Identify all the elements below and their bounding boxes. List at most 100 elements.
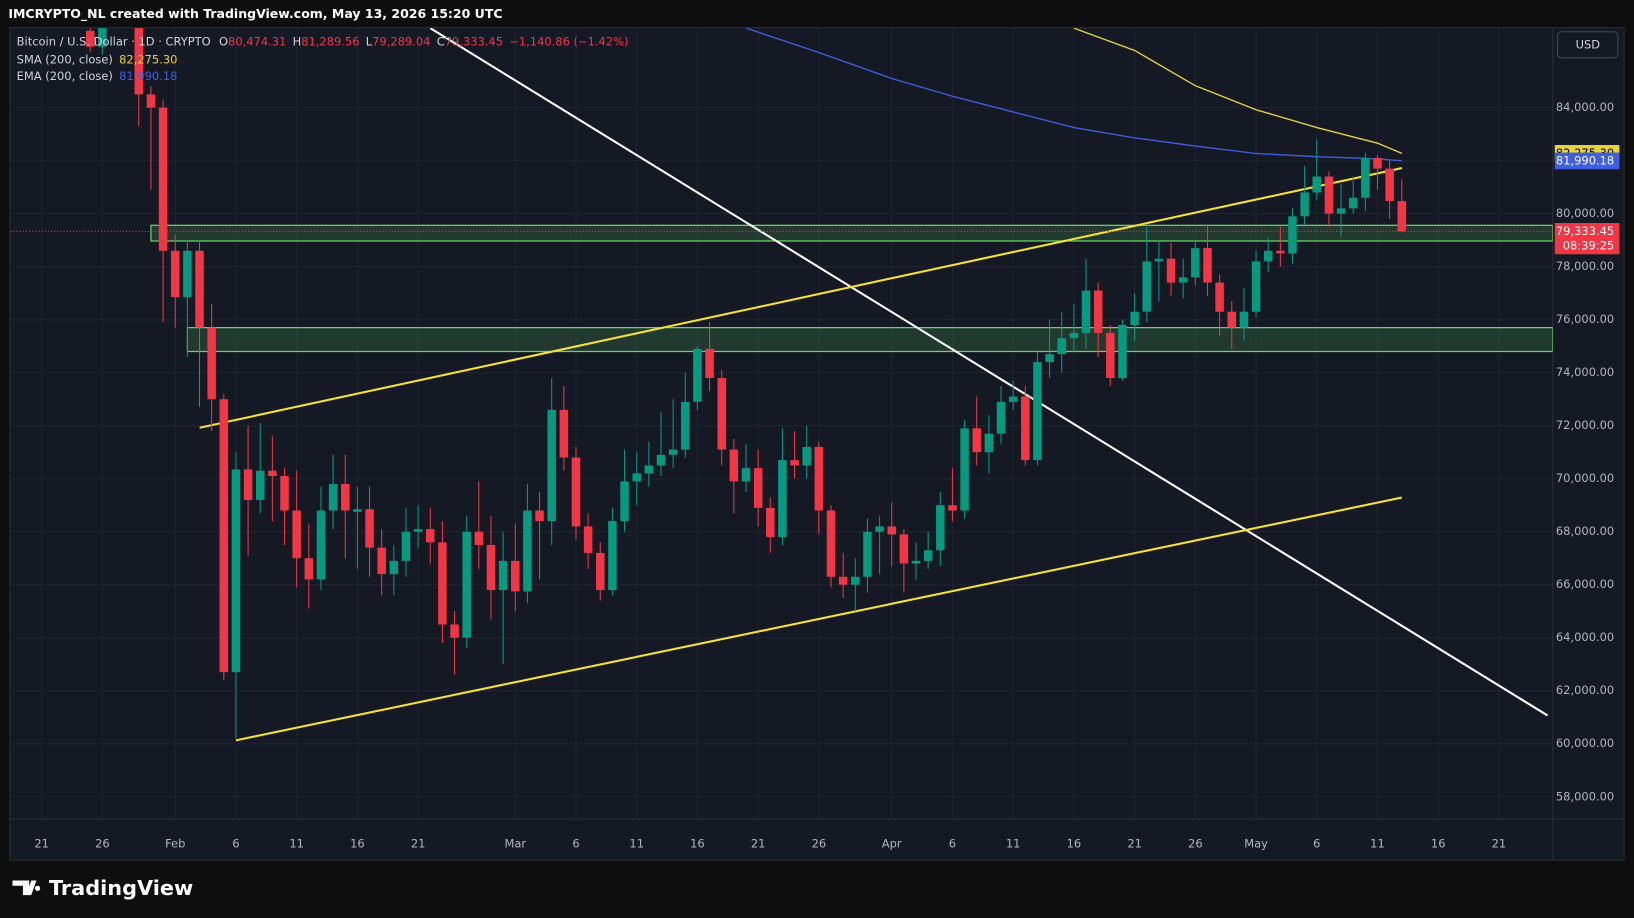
legend-value: 82,275.30	[119, 52, 177, 66]
candle-body	[183, 250, 192, 298]
x-tick-label: 26	[95, 837, 110, 851]
y-tick-label: 80,000.00	[1556, 206, 1614, 220]
candle-body	[340, 484, 350, 511]
x-tick-label: 21	[751, 837, 766, 851]
candle-body	[875, 526, 884, 532]
y-tick-label: 68,000.00	[1556, 524, 1614, 538]
logo-mark	[12, 880, 41, 896]
candle-body	[1130, 311, 1139, 325]
candle-body	[146, 94, 156, 108]
candle-body	[1348, 197, 1358, 209]
candle-body	[547, 409, 556, 522]
candle-body	[911, 560, 921, 564]
x-tick-label: 21	[1492, 837, 1507, 851]
x-tick-label: 11	[629, 837, 644, 851]
candle-body	[1106, 332, 1115, 378]
x-tick-label: 21	[411, 837, 426, 851]
ohlc-key: H	[293, 34, 302, 48]
ohlc-value: 81,289.56	[301, 34, 359, 48]
candle-body	[1033, 362, 1042, 461]
candle-body	[559, 409, 569, 458]
y-tick-label: 62,000.00	[1556, 683, 1614, 697]
candle-body	[741, 468, 751, 482]
candle-body	[1239, 311, 1249, 328]
ohlc-key: C	[437, 34, 445, 48]
candle-body	[450, 624, 459, 638]
candle-body	[511, 560, 520, 592]
candle-body	[389, 560, 399, 575]
candle-body	[790, 460, 799, 466]
candle-body	[984, 433, 994, 453]
candle-body	[462, 531, 471, 638]
candle-body	[571, 457, 581, 527]
candle-body	[644, 465, 654, 474]
candle-body	[134, 28, 144, 95]
y-tick-label: 70,000.00	[1556, 471, 1614, 485]
x-tick-label: 6	[1313, 837, 1320, 851]
candle-body	[996, 401, 1006, 434]
x-tick-label: 26	[1188, 837, 1203, 851]
legend-row: EMA (200, close) 81,990.18	[17, 69, 178, 83]
legend-name: SMA (200, close)	[17, 52, 113, 66]
candle-body	[292, 510, 301, 559]
candle-body	[328, 484, 338, 511]
y-tick-label: 74,000.00	[1556, 365, 1614, 379]
candle-body	[1045, 354, 1054, 363]
candle-body	[668, 449, 678, 455]
candle-body	[936, 505, 945, 551]
currency-button[interactable]	[1556, 31, 1619, 59]
candle-body	[219, 399, 229, 673]
y-tick-label: 64,000.00	[1556, 630, 1614, 644]
candle-body	[474, 531, 484, 545]
candle-body	[632, 473, 641, 482]
y-tick-label: 60,000.00	[1556, 736, 1614, 750]
ohlc-value: 79,333.45	[445, 34, 503, 48]
candle-body	[1142, 261, 1152, 312]
ohlc-value: 79,289.04	[372, 34, 430, 48]
indicator-line	[745, 28, 1402, 162]
symbol-title: Bitcoin / U.S. Dollar · 1D · CRYPTO	[17, 34, 211, 48]
candle-body	[401, 531, 411, 561]
x-tick-label: 16	[690, 837, 705, 851]
y-tick-label: 78,000.00	[1556, 259, 1614, 273]
candle-body	[960, 428, 969, 511]
candle-body	[195, 250, 204, 328]
candle-body	[887, 526, 896, 535]
candle-body	[1191, 248, 1200, 278]
candle-body	[1081, 290, 1091, 333]
x-tick-label: May	[1244, 837, 1268, 851]
price-tag-label: 81,990.18	[1556, 153, 1614, 167]
candle-body	[243, 469, 253, 500]
candle-body	[899, 534, 909, 564]
x-tick-label: 26	[812, 837, 827, 851]
candle-body	[158, 107, 168, 251]
trendline	[235, 496, 1403, 742]
candle-body	[231, 469, 241, 673]
x-tick-label: 16	[1067, 837, 1082, 851]
candle-body	[438, 542, 447, 625]
currency-label: USD	[1576, 37, 1601, 51]
candle-body	[353, 509, 362, 512]
candle-body	[1397, 201, 1407, 232]
trendline	[199, 167, 1403, 429]
candle-body	[1251, 261, 1261, 312]
candle-body	[98, 28, 107, 47]
y-tick-label: 84,000.00	[1556, 100, 1614, 114]
x-tick-label: 11	[1006, 837, 1021, 851]
last-price-tag	[1554, 222, 1620, 255]
candle-body	[1263, 250, 1273, 262]
candle-body	[486, 544, 496, 591]
zone	[186, 327, 1553, 353]
candle-body	[1373, 158, 1382, 169]
last-price-label: 79,333.45	[1556, 224, 1614, 238]
x-tick-label: Feb	[165, 837, 185, 851]
x-tick-label: Apr	[882, 837, 902, 851]
y-tick-label: 72,000.00	[1556, 418, 1614, 432]
ohlc-key: O	[219, 34, 228, 48]
legend-row: SMA (200, close) 82,275.30	[17, 52, 178, 66]
candle-body	[1276, 250, 1285, 254]
candle-body	[814, 446, 824, 511]
candle-body	[1361, 158, 1370, 198]
candle-body	[1288, 216, 1297, 254]
